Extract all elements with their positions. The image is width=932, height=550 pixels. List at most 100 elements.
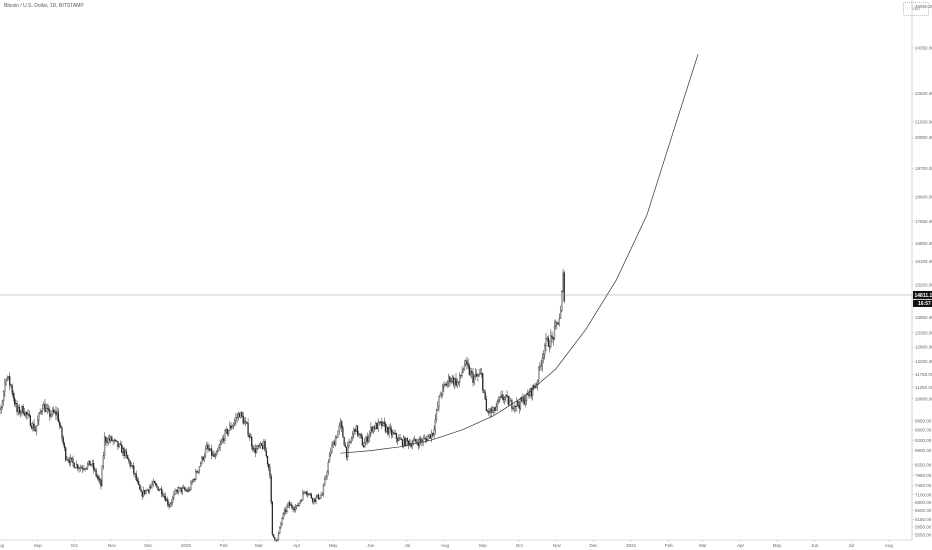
candle xyxy=(225,426,227,434)
price-tick-label: 13350.00 xyxy=(915,330,932,335)
candle xyxy=(369,430,371,442)
candle xyxy=(15,399,17,408)
candle xyxy=(144,490,146,496)
candle xyxy=(437,401,439,412)
candle xyxy=(66,456,68,461)
time-tick-label: Jun xyxy=(811,543,819,548)
candle xyxy=(280,521,282,529)
candle xyxy=(153,480,156,484)
candle xyxy=(516,397,518,412)
price-tick-label: 7100.00 xyxy=(915,492,932,497)
parabolic-curve[interactable] xyxy=(340,54,699,454)
candle xyxy=(235,413,237,426)
candle xyxy=(283,507,286,517)
candle xyxy=(285,506,287,515)
candle xyxy=(434,414,436,435)
candle xyxy=(370,422,372,437)
candle xyxy=(472,367,474,387)
candle xyxy=(241,411,243,418)
candle xyxy=(5,378,7,387)
candle xyxy=(486,409,489,413)
candle xyxy=(190,480,192,491)
candle xyxy=(161,485,163,498)
candle xyxy=(85,467,87,470)
plot-area xyxy=(0,269,565,542)
price-tick-label: 5850.00 xyxy=(915,525,932,530)
candle xyxy=(502,394,505,404)
chart-title: Bitcoin / U.S. Dollar, 1D, BITSTAMP xyxy=(4,3,84,9)
candle xyxy=(84,467,86,472)
candle xyxy=(58,419,61,430)
candle xyxy=(207,441,209,453)
candle xyxy=(102,451,104,470)
candle xyxy=(204,445,207,459)
candle xyxy=(327,459,329,476)
candle xyxy=(547,335,550,347)
candle xyxy=(445,382,447,386)
candle xyxy=(123,446,125,460)
price-tick-label: 21500.00 xyxy=(915,119,932,124)
candle xyxy=(397,436,399,446)
time-tick-label: Jun xyxy=(367,543,375,548)
candle xyxy=(508,395,511,405)
candle xyxy=(186,488,188,493)
time-tick-label: Oct xyxy=(516,543,524,548)
candle xyxy=(350,436,353,444)
candle xyxy=(539,362,541,371)
candle xyxy=(504,395,506,405)
candle xyxy=(127,454,129,460)
candle xyxy=(28,409,30,418)
candle xyxy=(479,368,481,375)
candle xyxy=(187,486,190,493)
candle xyxy=(37,415,39,426)
candle xyxy=(395,432,398,443)
candle xyxy=(169,502,171,508)
candle xyxy=(289,502,292,506)
candle xyxy=(439,391,441,397)
candle xyxy=(414,435,416,442)
candle xyxy=(468,363,471,376)
candle xyxy=(6,375,8,382)
chart-toolbox-button[interactable]: USD xyxy=(903,2,929,16)
candle xyxy=(274,537,276,542)
candle xyxy=(80,465,83,469)
candle xyxy=(404,435,406,447)
candle xyxy=(142,486,145,498)
candle xyxy=(93,459,95,474)
candle xyxy=(197,470,199,475)
candle xyxy=(249,433,252,438)
candle xyxy=(364,437,366,448)
candle xyxy=(266,455,269,467)
candle xyxy=(22,403,24,415)
candle xyxy=(167,496,169,508)
candle xyxy=(181,485,184,496)
candle xyxy=(384,421,387,434)
price-tick-label: 9200.00 xyxy=(915,438,932,443)
candle xyxy=(1,399,4,410)
price-tick-label: 14650.00 xyxy=(915,297,932,302)
candle xyxy=(4,378,6,397)
time-axis[interactable]: Aug Sep Oct Nov Dec 2020 Feb Mar Apr May Jun Jul Aug… xyxy=(0,539,912,548)
time-tick-label: Sep xyxy=(479,543,488,548)
candle xyxy=(366,432,368,445)
candle xyxy=(178,485,180,495)
candle xyxy=(262,441,264,451)
candle xyxy=(410,439,412,449)
candle xyxy=(438,395,440,412)
candle xyxy=(322,483,325,498)
time-tick-label: Mar xyxy=(255,543,263,548)
candle xyxy=(51,407,53,417)
candle xyxy=(30,422,33,430)
candle xyxy=(561,289,563,313)
candle xyxy=(317,493,320,501)
candle xyxy=(534,382,536,390)
candle xyxy=(461,366,463,379)
price-tick-label: 6150.00 xyxy=(915,517,932,522)
candle xyxy=(78,466,80,473)
price-tick-label: 9950.00 xyxy=(915,418,932,423)
candle xyxy=(398,434,400,442)
price-axis[interactable]: 25950.00 24350.00 22600.00 21500.00 20900.00… xyxy=(911,0,932,540)
candle xyxy=(501,390,503,401)
candle xyxy=(347,441,349,461)
